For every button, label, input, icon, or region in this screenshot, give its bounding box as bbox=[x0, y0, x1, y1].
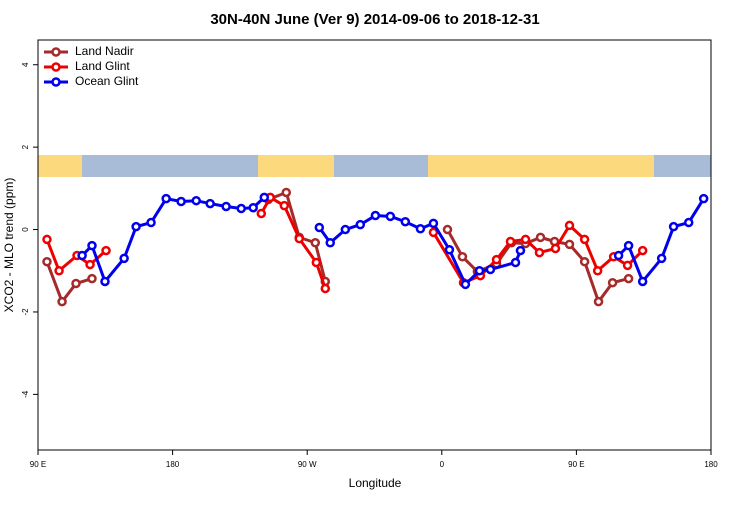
data-point bbox=[683, 217, 694, 228]
data-point bbox=[457, 251, 468, 262]
y-tick-label: 0 bbox=[21, 227, 30, 232]
data-point bbox=[281, 187, 292, 198]
data-point bbox=[510, 257, 521, 268]
data-point bbox=[310, 237, 321, 248]
data-point bbox=[515, 245, 526, 256]
y-axis-label: XCO2 - MLO trend (ppm) bbox=[2, 178, 16, 313]
data-point bbox=[623, 273, 634, 284]
data-point bbox=[442, 224, 453, 235]
data-point bbox=[505, 236, 516, 247]
legend-label: Land Nadir bbox=[75, 44, 134, 58]
data-point bbox=[176, 196, 186, 207]
data-point bbox=[119, 253, 129, 264]
data-point bbox=[698, 193, 709, 204]
data-point bbox=[87, 240, 97, 251]
x-tick-label: 90 E bbox=[568, 460, 584, 469]
data-point bbox=[613, 250, 624, 261]
data-point bbox=[355, 219, 366, 230]
data-point bbox=[592, 266, 603, 276]
legend-marker bbox=[51, 77, 61, 87]
data-point bbox=[100, 276, 110, 287]
data-point bbox=[550, 243, 561, 254]
legend-marker bbox=[51, 62, 61, 72]
data-point bbox=[579, 234, 590, 245]
data-point bbox=[221, 201, 231, 212]
data-point bbox=[520, 234, 531, 245]
data-point bbox=[54, 266, 64, 276]
data-point bbox=[279, 200, 290, 211]
x-tick-label: 0 bbox=[440, 460, 445, 469]
y-tick-label: -4 bbox=[21, 390, 30, 398]
data-point bbox=[248, 202, 258, 213]
data-point bbox=[71, 278, 81, 289]
data-point bbox=[444, 244, 455, 255]
data-point bbox=[668, 221, 679, 232]
data-point bbox=[534, 247, 545, 258]
data-point bbox=[311, 257, 322, 268]
land bbox=[38, 155, 82, 177]
data-point bbox=[161, 193, 171, 204]
data-point bbox=[77, 250, 87, 261]
y-tick-label: -2 bbox=[21, 308, 30, 316]
data-point bbox=[385, 211, 396, 222]
y-tick-label: 2 bbox=[21, 144, 30, 149]
data-point bbox=[314, 222, 325, 233]
plot-frame bbox=[37, 39, 712, 451]
data-point bbox=[535, 232, 546, 243]
data-point bbox=[320, 283, 331, 294]
data-point bbox=[623, 240, 634, 251]
land bbox=[258, 155, 334, 177]
chart-title: 30N-40N June (Ver 9) 2014-09-06 to 2018-… bbox=[210, 11, 539, 28]
data-point bbox=[101, 245, 111, 256]
data-point bbox=[340, 224, 351, 235]
data-point bbox=[474, 266, 485, 276]
data-point bbox=[325, 237, 335, 248]
data-point bbox=[564, 220, 575, 231]
data-point bbox=[415, 223, 426, 234]
y-tick-label: 4 bbox=[21, 62, 30, 67]
data-point bbox=[485, 264, 496, 275]
data-point bbox=[42, 234, 52, 245]
data-point bbox=[87, 273, 97, 284]
land bbox=[428, 155, 654, 177]
data-point bbox=[205, 198, 215, 209]
legend-label: Ocean Glint bbox=[75, 74, 139, 88]
data-point bbox=[131, 221, 141, 232]
data-point bbox=[491, 254, 502, 265]
data-point bbox=[370, 210, 381, 221]
x-tick-label: 90 W bbox=[298, 460, 317, 469]
x-tick-label: 180 bbox=[166, 460, 180, 469]
data-point bbox=[294, 233, 305, 244]
data-point bbox=[259, 192, 270, 203]
data-point bbox=[191, 195, 201, 206]
data-point bbox=[637, 276, 648, 287]
data-point bbox=[607, 277, 618, 288]
data-point bbox=[42, 256, 52, 267]
data-point bbox=[656, 253, 667, 264]
data-point bbox=[460, 279, 471, 290]
legend-marker bbox=[51, 47, 61, 57]
data-point bbox=[428, 227, 439, 238]
data-point bbox=[564, 239, 575, 250]
data-point bbox=[579, 256, 590, 267]
data-point bbox=[428, 218, 439, 229]
data-point bbox=[256, 208, 267, 219]
data-point bbox=[593, 296, 604, 307]
legend-label: Land Glint bbox=[75, 59, 130, 73]
x-tick-label: 180 bbox=[704, 460, 718, 469]
data-point bbox=[85, 259, 95, 270]
data-point bbox=[622, 260, 633, 271]
map-strip bbox=[38, 155, 711, 177]
data-point bbox=[146, 217, 156, 228]
data-point bbox=[57, 296, 67, 307]
data-point bbox=[236, 203, 246, 214]
data-point bbox=[400, 216, 411, 227]
x-tick-label: 90 E bbox=[30, 460, 46, 469]
data-point bbox=[637, 245, 648, 256]
x-axis-label: Longitude bbox=[349, 476, 402, 490]
